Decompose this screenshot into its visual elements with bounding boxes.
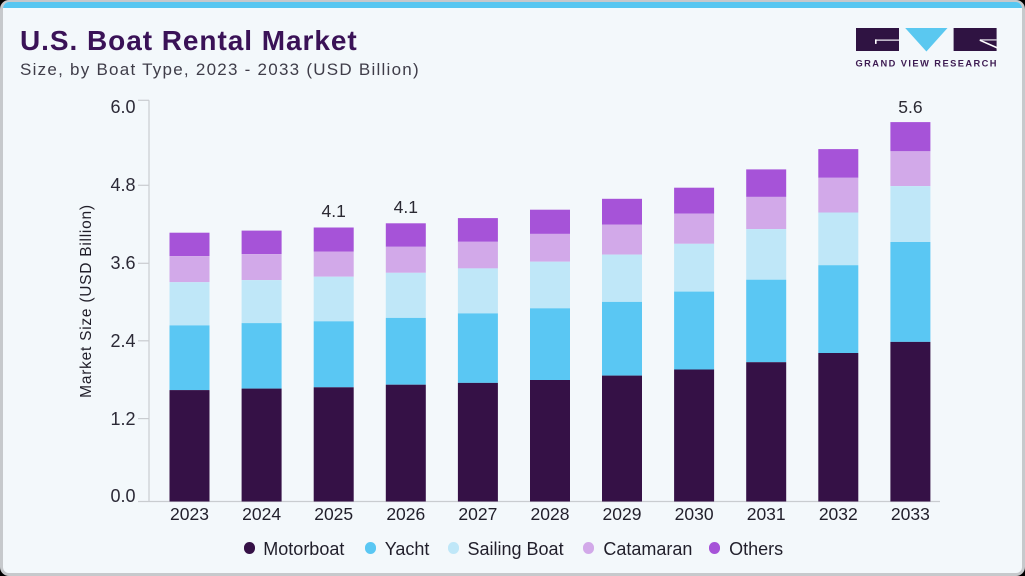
svg-text:GRAND VIEW RESEARCH: GRAND VIEW RESEARCH (856, 58, 997, 68)
